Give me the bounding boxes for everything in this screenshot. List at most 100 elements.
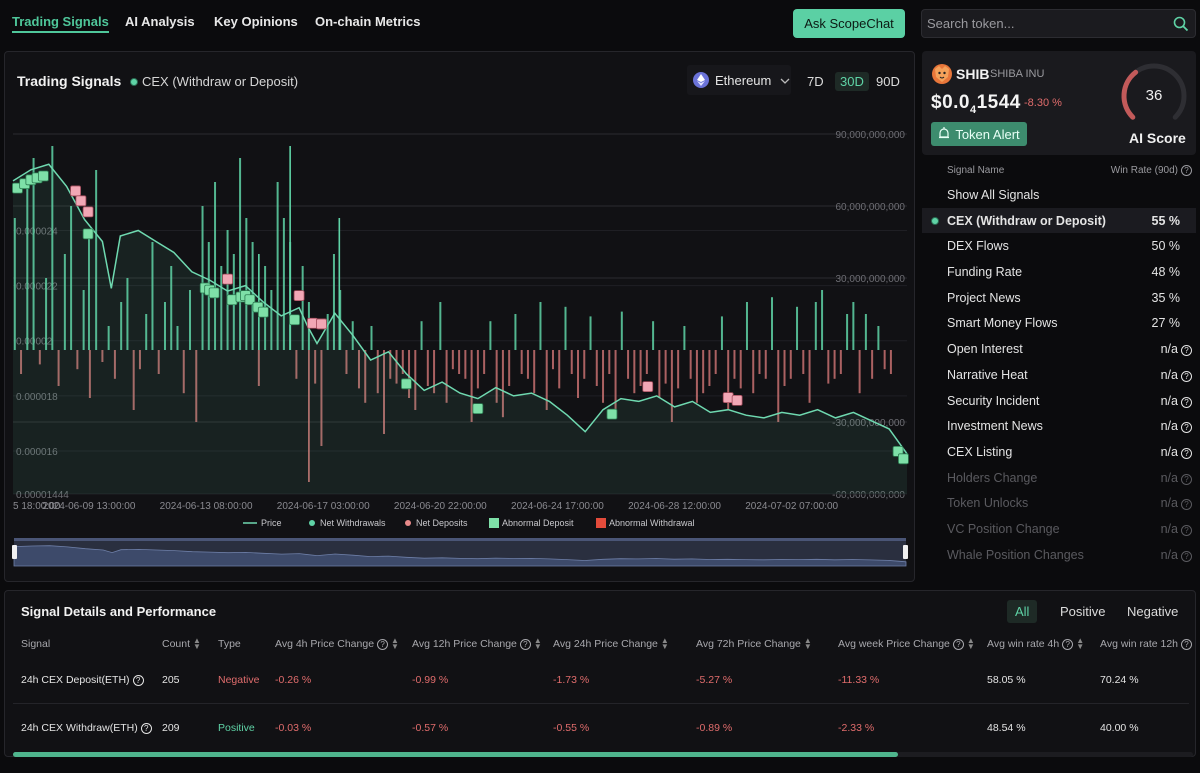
col-avg-4h[interactable]: Avg 4h Price Change? ▲ ▼ bbox=[275, 636, 399, 652]
col-avg-12h[interactable]: Avg 12h Price Change? ▲ ▼ bbox=[412, 636, 542, 652]
range-90d-button[interactable]: 90D bbox=[876, 74, 900, 89]
search-input[interactable] bbox=[927, 10, 1167, 37]
signal-item[interactable]: Holders Change n/a? bbox=[922, 465, 1196, 491]
scrollbar-thumb[interactable] bbox=[13, 752, 898, 757]
net-deposit-bar bbox=[38, 350, 41, 365]
help-icon[interactable]: ? bbox=[140, 723, 152, 734]
help-icon[interactable]: ? bbox=[1181, 473, 1192, 485]
help-icon[interactable]: ? bbox=[1181, 422, 1192, 434]
net-deposit-bar bbox=[777, 350, 780, 422]
nav-tab-ai-analysis[interactable]: AI Analysis bbox=[125, 14, 195, 29]
net-deposit-bar bbox=[464, 350, 467, 379]
col-win-12h[interactable]: Avg win rate 12h? bbox=[1100, 638, 1193, 650]
net-deposit-bar bbox=[408, 350, 411, 398]
help-icon[interactable]: ? bbox=[377, 639, 389, 650]
sort-icon[interactable]: ▲ ▼ bbox=[1076, 636, 1085, 652]
win-4h-cell: 48.54 % bbox=[987, 722, 1026, 734]
net-deposit-bar bbox=[314, 350, 317, 384]
help-icon[interactable]: ? bbox=[952, 639, 964, 650]
col-avg-week[interactable]: Avg week Price Change? ▲ ▼ bbox=[838, 636, 975, 652]
navigator-right-handle[interactable] bbox=[903, 545, 908, 559]
net-deposit-bar bbox=[88, 350, 91, 398]
net-deposit-bar bbox=[677, 350, 680, 389]
col-count[interactable]: Count ▲ ▼ bbox=[162, 636, 201, 652]
signal-item[interactable]: Open Interest n/a? bbox=[922, 336, 1196, 362]
signal-item-name: CEX Listing bbox=[947, 444, 1013, 459]
filter-positive-button[interactable]: Positive bbox=[1060, 604, 1106, 619]
signal-item[interactable]: Narrative Heat n/a? bbox=[922, 362, 1196, 388]
col-avg-24h[interactable]: Avg 24h Price Change ▲ ▼ bbox=[553, 636, 669, 652]
help-icon[interactable]: ? bbox=[1062, 639, 1074, 650]
search-icon[interactable] bbox=[1173, 16, 1189, 35]
count-cell: 205 bbox=[162, 674, 180, 686]
range-30d-button[interactable]: 30D bbox=[835, 72, 869, 91]
help-icon[interactable]: ? bbox=[1181, 396, 1192, 408]
help-icon[interactable]: ? bbox=[1181, 524, 1192, 536]
net-deposit-bar bbox=[533, 350, 536, 394]
signal-item[interactable]: CEX (Withdraw or Deposit) 55 % bbox=[922, 207, 1196, 234]
left-axis-tick: 0.000022 bbox=[16, 282, 58, 293]
net-withdrawal-bar bbox=[126, 278, 129, 350]
signal-item[interactable]: Security Incident n/a? bbox=[922, 388, 1196, 414]
signal-cell: 24h CEX Withdraw(ETH)? bbox=[21, 722, 152, 734]
help-icon[interactable]: ? bbox=[1181, 447, 1192, 459]
signal-cell: 24h CEX Deposit(ETH)? bbox=[21, 674, 144, 686]
sort-icon[interactable]: ▲ ▼ bbox=[533, 636, 542, 652]
help-icon[interactable]: ? bbox=[1181, 165, 1192, 176]
signal-item[interactable]: CEX Listing n/a? bbox=[922, 439, 1196, 465]
nav-tab-trading-signals[interactable]: Trading Signals bbox=[12, 14, 109, 33]
sort-icon[interactable]: ▲ ▼ bbox=[193, 636, 201, 652]
net-deposit-bar bbox=[808, 350, 811, 403]
signal-item[interactable]: Investment News n/a? bbox=[922, 413, 1196, 439]
help-icon[interactable]: ? bbox=[1181, 639, 1193, 650]
help-icon[interactable]: ? bbox=[1181, 499, 1192, 511]
sort-icon[interactable]: ▲ ▼ bbox=[660, 636, 669, 652]
navigator-left-handle[interactable] bbox=[12, 545, 17, 559]
signal-item[interactable]: Project News 35 % bbox=[922, 285, 1196, 311]
net-deposit-bar bbox=[101, 350, 104, 362]
net-withdrawal-bar bbox=[420, 321, 423, 350]
net-withdrawal-bar bbox=[864, 314, 867, 350]
ask-scopechat-button[interactable]: Ask ScopeChat bbox=[793, 9, 905, 38]
alert-icon bbox=[938, 126, 950, 142]
net-withdrawal-bar bbox=[13, 218, 16, 350]
net-deposit-bar bbox=[670, 350, 673, 422]
abnormal-deposit-marker bbox=[472, 403, 484, 415]
signal-item[interactable]: VC Position Change n/a? bbox=[922, 516, 1196, 542]
price-flow-chart[interactable]: 90,000,000,000 60,000,000,000 30,000,000,0… bbox=[5, 52, 914, 581]
net-deposit-bar bbox=[577, 350, 580, 398]
signal-item[interactable]: Show All Signals bbox=[922, 182, 1196, 208]
table-horizontal-scrollbar[interactable] bbox=[13, 752, 1193, 757]
col-signal: Signal bbox=[21, 638, 51, 650]
help-icon[interactable]: ? bbox=[132, 675, 144, 686]
signal-item[interactable]: Whale Position Changes n/a? bbox=[922, 542, 1196, 568]
help-icon[interactable]: ? bbox=[1181, 550, 1192, 562]
help-icon[interactable]: ? bbox=[1181, 370, 1192, 382]
ai-score-label: AI Score bbox=[1129, 130, 1186, 146]
signal-item[interactable]: DEX Flows 50 % bbox=[922, 233, 1196, 259]
sort-icon[interactable]: ▲ ▼ bbox=[803, 636, 812, 652]
navigator-top-bar bbox=[14, 538, 906, 541]
filter-negative-button[interactable]: Negative bbox=[1127, 604, 1179, 619]
avg-4h-cell: -0.26 % bbox=[275, 674, 312, 686]
nav-tab-onchain-metrics[interactable]: On-chain Metrics bbox=[315, 14, 421, 29]
range-7d-button[interactable]: 7D bbox=[807, 74, 824, 89]
net-withdrawal-bar bbox=[846, 314, 849, 350]
help-icon[interactable]: ? bbox=[1181, 345, 1192, 357]
net-deposit-bar bbox=[752, 350, 755, 394]
signal-item[interactable]: Smart Money Flows 27 % bbox=[922, 310, 1196, 336]
col-win-4h[interactable]: Avg win rate 4h? ▲ ▼ bbox=[987, 636, 1085, 652]
net-withdrawal-bar bbox=[589, 316, 592, 350]
sort-icon[interactable]: ▲ ▼ bbox=[391, 636, 399, 652]
help-icon[interactable]: ? bbox=[519, 639, 531, 650]
filter-all-button[interactable]: All bbox=[1007, 600, 1038, 623]
nav-tab-key-opinions[interactable]: Key Opinions bbox=[214, 14, 298, 29]
signal-item[interactable]: Token Unlocks n/a? bbox=[922, 490, 1196, 516]
net-withdrawal-bar bbox=[720, 316, 723, 350]
sort-icon[interactable]: ▲ ▼ bbox=[966, 636, 975, 652]
network-select[interactable]: Ethereum bbox=[687, 65, 791, 95]
signal-item[interactable]: Funding Rate 48 % bbox=[922, 259, 1196, 285]
col-avg-72h[interactable]: Avg 72h Price Change ▲ ▼ bbox=[696, 636, 812, 652]
shib-logo-icon bbox=[932, 64, 952, 84]
token-alert-button[interactable]: Token Alert bbox=[931, 122, 1027, 146]
